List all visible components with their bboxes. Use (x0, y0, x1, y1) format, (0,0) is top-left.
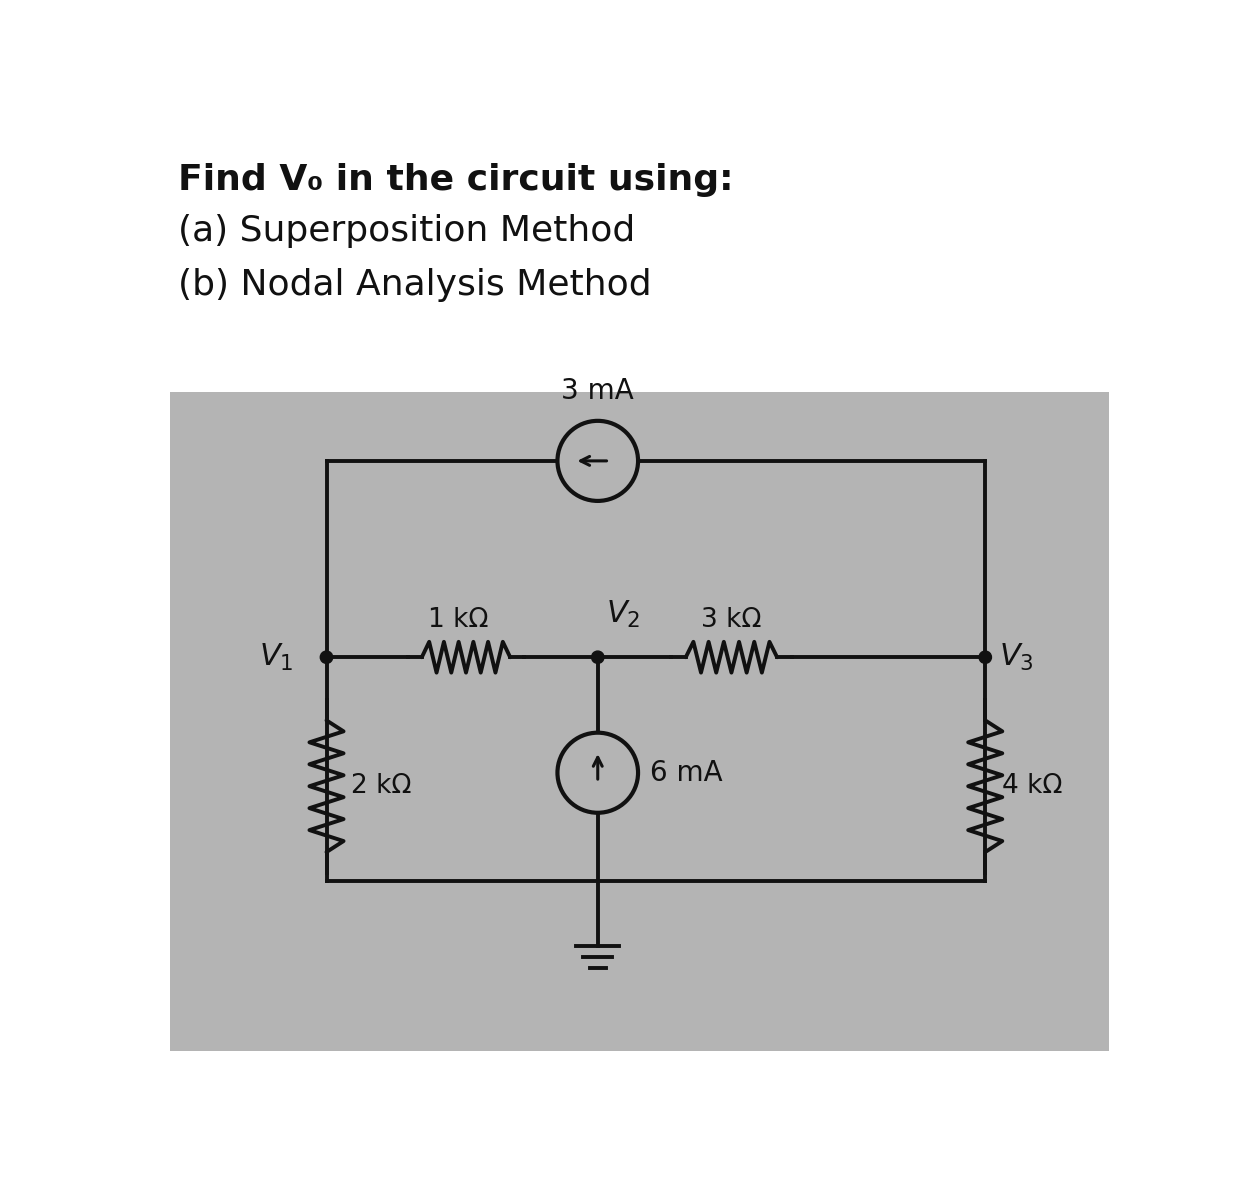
Text: $V_2$: $V_2$ (605, 600, 640, 631)
Circle shape (558, 733, 638, 813)
Text: (b) Nodal Analysis Method: (b) Nodal Analysis Method (177, 268, 651, 303)
Circle shape (558, 421, 638, 500)
Circle shape (321, 651, 333, 663)
Text: $V_1$: $V_1$ (260, 642, 295, 673)
Text: 3 mA: 3 mA (562, 377, 634, 406)
Bar (170, 391, 1109, 1051)
Text: 2 kΩ: 2 kΩ (351, 773, 412, 800)
Text: Find V₀ in the circuit using:: Find V₀ in the circuit using: (177, 163, 734, 196)
Text: (a) Superposition Method: (a) Superposition Method (177, 214, 635, 249)
Text: 1 kΩ: 1 kΩ (428, 607, 488, 632)
Circle shape (592, 651, 604, 663)
Text: $V_3$: $V_3$ (1000, 642, 1035, 673)
Text: 6 mA: 6 mA (650, 759, 723, 786)
Text: 3 kΩ: 3 kΩ (701, 607, 761, 632)
Circle shape (978, 651, 991, 663)
Text: 4 kΩ: 4 kΩ (1002, 773, 1063, 800)
